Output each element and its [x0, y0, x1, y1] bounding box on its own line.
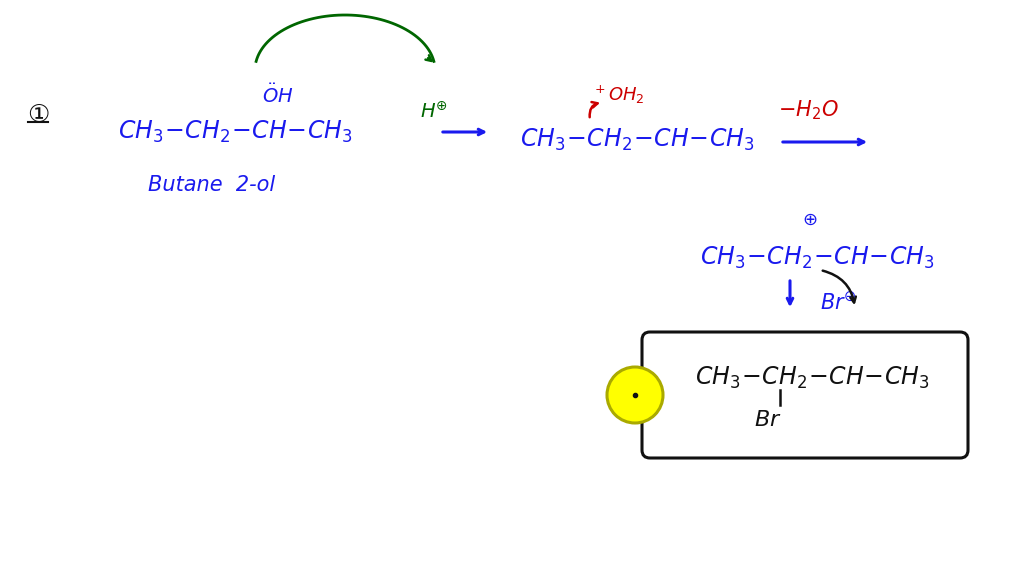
- Text: $^+OH_2$: $^+OH_2$: [592, 84, 644, 106]
- Text: $CH_3\!-\!CH_2\!-\! CH\!-\!CH_3$: $CH_3\!-\!CH_2\!-\! CH\!-\!CH_3$: [118, 119, 352, 145]
- Text: $\oplus$: $\oplus$: [802, 211, 818, 229]
- Text: $Br$: $Br$: [755, 410, 781, 430]
- Text: $-H_2O$: $-H_2O$: [777, 98, 839, 122]
- Text: $H^{\oplus}$: $H^{\oplus}$: [420, 101, 449, 123]
- Text: $\ddot{O}H$: $\ddot{O}H$: [262, 83, 294, 107]
- Circle shape: [607, 367, 663, 423]
- Text: $CH_3\!-\!CH_2\!-\!CH\!-\!CH_3$: $CH_3\!-\!CH_2\!-\!CH\!-\!CH_3$: [700, 245, 935, 271]
- Text: $CH_3\!-\!CH_2\!-\!CH\!-\!CH_3$: $CH_3\!-\!CH_2\!-\!CH\!-\!CH_3$: [520, 127, 755, 153]
- Text: $Br^{\ominus}$: $Br^{\ominus}$: [820, 291, 857, 313]
- FancyBboxPatch shape: [642, 332, 968, 458]
- Text: ①: ①: [27, 103, 49, 127]
- Text: Butane  2-ol: Butane 2-ol: [148, 175, 275, 195]
- Text: $CH_3\!-\!CH_2\!-\!CH\!-\!CH_3$: $CH_3\!-\!CH_2\!-\!CH\!-\!CH_3$: [695, 365, 930, 391]
